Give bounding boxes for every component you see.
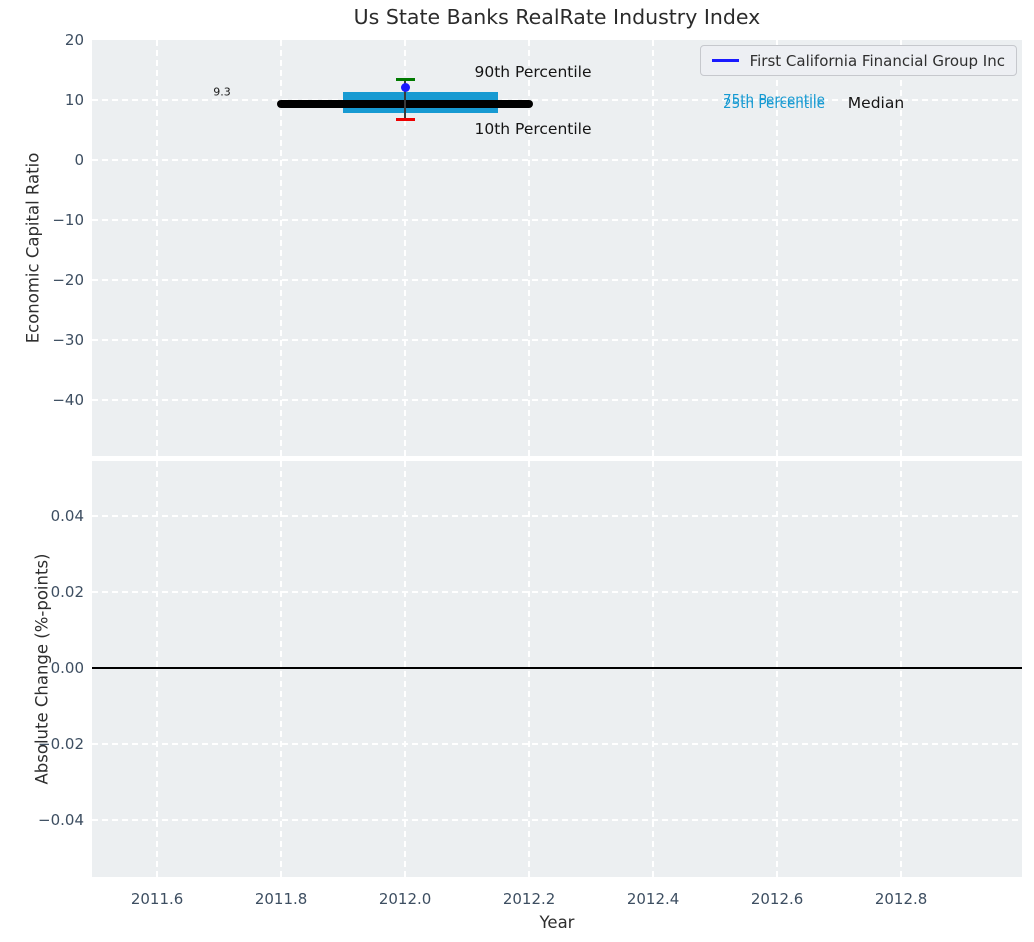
x-gridline <box>652 40 654 456</box>
y-gridline <box>92 339 1022 341</box>
legend: First California Financial Group Inc <box>700 45 1017 76</box>
p25-annotation: 25th Percentile <box>723 96 825 112</box>
x-tick-label: 2012.8 <box>874 890 928 908</box>
p10-annotation: 10th Percentile <box>474 120 592 138</box>
x-tick-label: 2012.0 <box>378 890 432 908</box>
x-axis-label: Year <box>539 913 575 932</box>
x-tick-label: 2012.4 <box>626 890 680 908</box>
x-gridline <box>280 40 282 456</box>
x-gridline <box>280 461 282 877</box>
zero-line <box>92 667 1022 669</box>
x-gridline <box>404 40 406 456</box>
top-y-axis-label: Economic Capital Ratio <box>23 152 43 344</box>
x-gridline <box>900 461 902 877</box>
x-gridline <box>776 461 778 877</box>
y-gridline <box>92 743 1022 745</box>
p10-cap-marker <box>395 118 415 122</box>
x-gridline <box>528 461 530 877</box>
x-gridline <box>156 40 158 456</box>
y-gridline <box>92 279 1022 281</box>
y-tick-label: −20 <box>52 271 84 290</box>
y-tick-label: 0 <box>74 151 84 170</box>
x-tick-label: 2012.2 <box>502 890 556 908</box>
p90-annotation: 90th Percentile <box>474 63 592 81</box>
x-tick-label: 2011.6 <box>130 890 184 908</box>
x-gridline <box>156 461 158 877</box>
bottom-axes <box>92 461 1022 877</box>
x-tick-label: 2012.6 <box>750 890 804 908</box>
x-gridline <box>652 461 654 877</box>
percentile-whisker-line <box>404 79 406 120</box>
y-gridline <box>92 219 1022 221</box>
p75-annotation: 75th Percentile <box>723 92 825 108</box>
median-annotation: Median <box>847 94 905 112</box>
x-tick-label: 2011.8 <box>254 890 308 908</box>
x-gridline <box>776 40 778 456</box>
y-tick-label: −0.02 <box>38 735 84 754</box>
y-gridline <box>92 99 1022 101</box>
top-axes <box>92 40 1022 456</box>
y-gridline <box>92 159 1022 161</box>
y-tick-label: 0.04 <box>50 507 84 526</box>
x-gridline <box>900 40 902 456</box>
y-gridline <box>92 819 1022 821</box>
y-gridline <box>92 399 1022 401</box>
y-tick-label: −40 <box>52 391 84 410</box>
chart-title: Us State Banks RealRate Industry Index <box>353 5 761 29</box>
legend-line-swatch <box>712 59 739 62</box>
y-tick-label: 20 <box>64 31 84 49</box>
y-tick-label: −30 <box>52 331 84 350</box>
y-tick-label: 10 <box>64 91 84 110</box>
x-gridline <box>528 40 530 456</box>
y-tick-label: 0.00 <box>50 659 84 678</box>
y-gridline <box>92 591 1022 593</box>
median-value-annotation: 9.3 <box>213 85 231 99</box>
y-gridline <box>92 515 1022 517</box>
x-gridline <box>404 461 406 877</box>
company-data-point <box>400 82 410 92</box>
legend-series-label: First California Financial Group Inc <box>749 51 1005 70</box>
y-tick-label: −0.04 <box>38 811 84 829</box>
p90-cap-marker <box>395 78 415 82</box>
y-tick-label: −10 <box>52 211 84 230</box>
y-tick-label: 0.02 <box>50 583 84 602</box>
